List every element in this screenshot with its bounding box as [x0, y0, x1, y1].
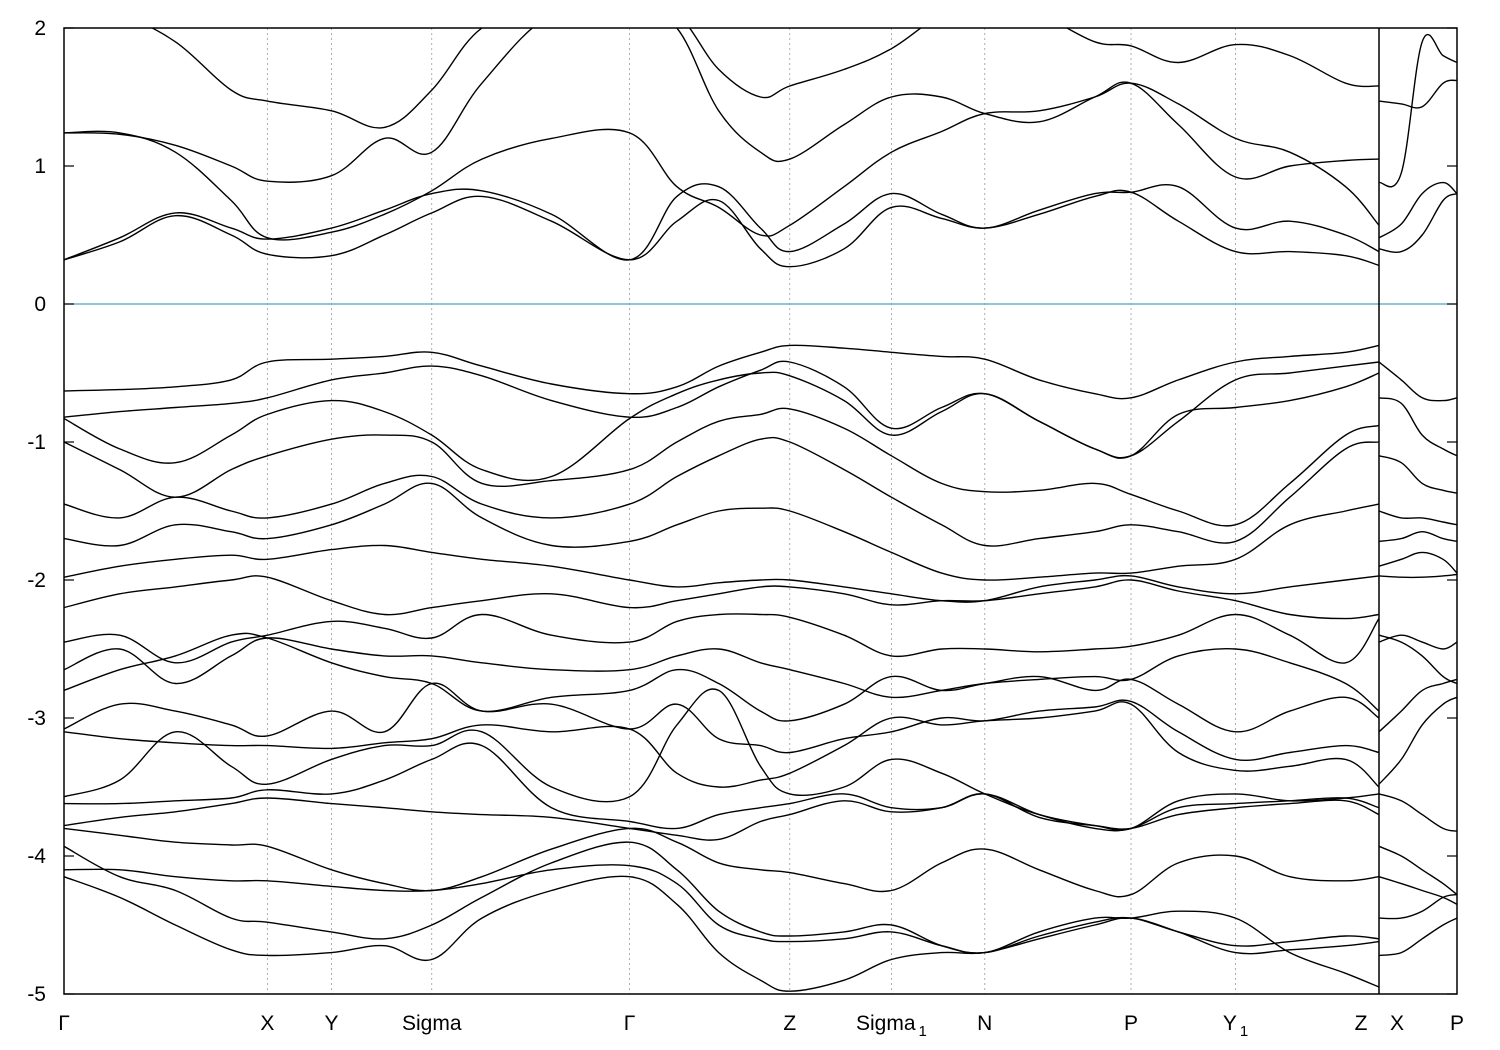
kpoint-label-12: P — [1450, 1012, 1464, 1035]
band-line-8 — [64, 407, 1380, 527]
band-line-22 — [64, 841, 1380, 954]
band-line-21 — [64, 827, 1380, 898]
y-tick-label: -4 — [27, 845, 46, 868]
band-line-30 — [1378, 397, 1457, 457]
band-line-32 — [1378, 510, 1457, 526]
band-line-44 — [1378, 917, 1457, 957]
band-line-27 — [1378, 181, 1457, 239]
x-axis-kpoint-labels: Γ X Y Sigma Γ Z Sigma 1 N P Y 1 Z X P — [58, 1012, 1464, 1040]
band-line-42 — [1378, 876, 1457, 905]
kpoint-gridlines — [266, 28, 1380, 994]
band-line-40 — [1378, 793, 1457, 832]
kpoint-label-8: P — [1124, 1012, 1138, 1035]
band-line-24 — [64, 875, 1380, 992]
kpoint-label-10: Z — [1355, 1012, 1368, 1035]
kpoint-label-3: Sigma — [402, 1012, 462, 1035]
band-line-3 — [64, 28, 1380, 183]
band-line-35 — [1378, 573, 1457, 579]
band-line-7 — [64, 371, 1380, 482]
kpoint-label-0: Γ — [58, 1012, 70, 1035]
band-line-18 — [64, 688, 1380, 831]
band-line-33 — [1378, 530, 1457, 543]
kpoint-label-4: Γ — [624, 1012, 636, 1035]
y-tick-label: 2 — [34, 17, 46, 40]
y-tick-label: -5 — [27, 983, 46, 1006]
y-tick-label: -1 — [27, 431, 46, 454]
band-line-41 — [1378, 845, 1457, 896]
band-line-6 — [64, 360, 1380, 459]
band-line-2 — [64, 82, 1380, 241]
band-line-11 — [64, 544, 1380, 603]
band-line-5 — [64, 344, 1380, 400]
band-line-0 — [64, 189, 1380, 268]
band-line-31 — [1378, 455, 1457, 494]
band-line-37 — [1378, 634, 1457, 650]
band-line-36 — [1378, 634, 1457, 685]
y-axis-ticks: 2 1 0 -1 -2 -3 -4 -5 — [27, 17, 1457, 1006]
kpoint-label-6: Sigma 1 — [856, 1012, 927, 1040]
band-line-29 — [1378, 361, 1457, 402]
plot-frame — [63, 27, 1458, 995]
band-line-43 — [1378, 893, 1457, 920]
kpoint-label-11: X — [1390, 1012, 1404, 1035]
y-tick-label: -2 — [27, 569, 46, 592]
band-line-14 — [64, 637, 1380, 712]
band-line-25 — [1378, 79, 1457, 109]
band-line-9 — [64, 436, 1380, 547]
kpoint-label-1: X — [260, 1012, 274, 1035]
band-line-39 — [1378, 696, 1457, 785]
band-line-19 — [64, 742, 1380, 832]
y-tick-label: 1 — [34, 155, 46, 178]
band-line-34 — [1378, 551, 1457, 574]
kpoint-label-5: Z — [783, 1012, 796, 1035]
band-line-17 — [64, 701, 1380, 788]
band-line-10 — [64, 482, 1380, 581]
band-line-1 — [64, 183, 1380, 261]
kpoint-label-2: Y — [324, 1012, 338, 1035]
band-line-28 — [1378, 192, 1457, 253]
band-line-12 — [64, 575, 1380, 620]
band-lines — [64, 28, 1457, 992]
band-line-16 — [64, 682, 1380, 761]
y-tick-label: 0 — [34, 293, 46, 316]
band-line-15 — [64, 632, 1380, 733]
band-line-20 — [64, 793, 1380, 841]
band-line-26 — [1378, 33, 1457, 188]
band-line-38 — [1378, 678, 1457, 733]
kpoint-label-7: N — [977, 1012, 992, 1035]
band-line-4 — [150, 28, 1380, 129]
band-line-13 — [64, 613, 1380, 664]
band-line-23 — [64, 864, 1380, 988]
y-tick-label: -3 — [27, 707, 46, 730]
